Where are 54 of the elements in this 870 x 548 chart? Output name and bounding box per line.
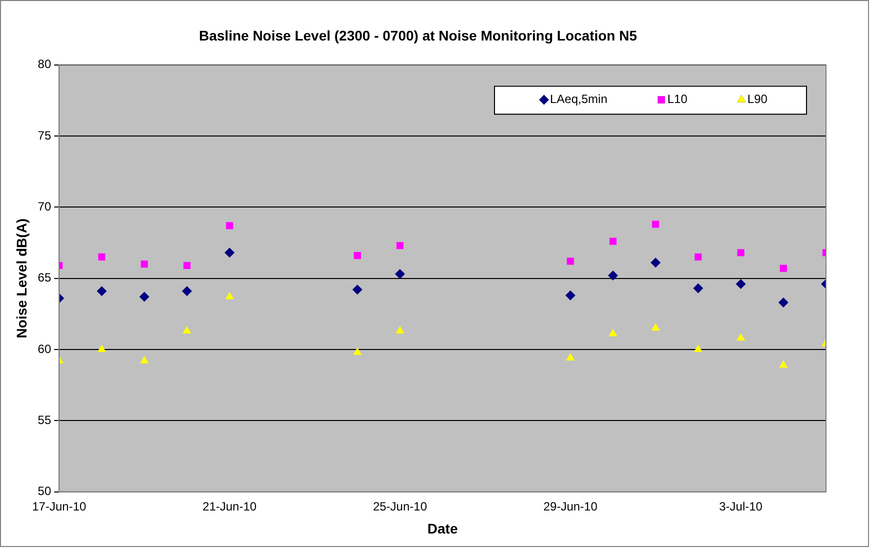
point — [608, 328, 618, 336]
point — [737, 249, 744, 256]
y-tick-label: 65 — [38, 270, 52, 285]
x-axis-title: Date — [427, 520, 458, 536]
x-tick-label: 17-Jun-10 — [32, 499, 86, 514]
point — [693, 283, 704, 294]
x-tick-label: 3-Jul-10 — [719, 499, 763, 514]
y-tick-label: 55 — [38, 412, 52, 427]
point — [224, 248, 235, 258]
y-axis-title: Noise Level dB(A) — [13, 218, 30, 338]
point — [565, 290, 576, 300]
legend-label: L10 — [667, 92, 688, 106]
point — [652, 220, 660, 228]
point — [182, 286, 192, 296]
x-tick-label: 29-Jun-10 — [543, 499, 598, 514]
point — [225, 292, 234, 300]
x-tick-label: 21-Jun-10 — [202, 499, 257, 514]
point — [651, 323, 660, 331]
point — [354, 252, 361, 260]
point — [779, 360, 788, 368]
y-tick-label: 80 — [38, 57, 52, 72]
point — [736, 278, 746, 289]
point — [353, 347, 362, 355]
chart-title: Basline Noise Level (2300 - 0700) at Noise Monitoring Location N5 — [198, 27, 638, 44]
point — [608, 270, 618, 280]
point — [778, 297, 788, 308]
y-tick-label: 50 — [38, 484, 52, 498]
point — [396, 326, 404, 334]
point — [609, 238, 617, 245]
point — [226, 222, 234, 230]
point — [352, 284, 362, 295]
point — [566, 258, 574, 265]
point — [694, 344, 703, 352]
point — [780, 264, 787, 272]
y-tick-label: 75 — [38, 128, 52, 142]
x-tick-label: 25-Jun-10 — [372, 499, 428, 514]
point — [96, 286, 107, 296]
point — [736, 333, 746, 341]
y-tick-label: 70 — [38, 199, 52, 214]
point — [139, 292, 150, 302]
legend-label: LAeq,5min — [550, 92, 608, 106]
y-tick-label: 60 — [38, 342, 52, 356]
point — [98, 253, 106, 260]
point — [140, 356, 149, 364]
point — [97, 344, 106, 352]
point — [650, 258, 661, 268]
point — [183, 262, 190, 270]
point — [140, 260, 148, 268]
point — [182, 326, 192, 334]
point — [394, 269, 405, 280]
point — [566, 353, 575, 361]
point — [396, 242, 404, 250]
point — [694, 253, 702, 260]
legend-label: L90 — [747, 92, 768, 106]
